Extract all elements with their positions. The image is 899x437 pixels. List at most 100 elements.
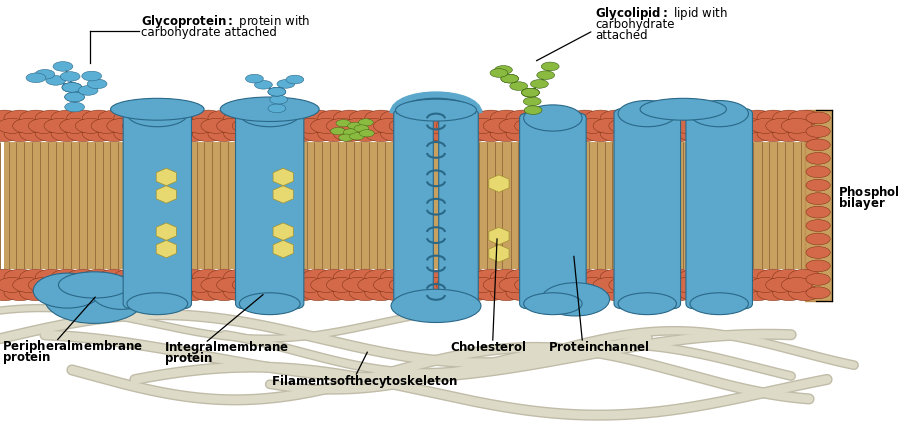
- Circle shape: [122, 277, 153, 292]
- Circle shape: [396, 110, 429, 126]
- Circle shape: [161, 126, 193, 142]
- Text: $\bf{bilayer}$: $\bf{bilayer}$: [838, 195, 886, 212]
- Circle shape: [192, 126, 225, 142]
- Circle shape: [640, 118, 671, 133]
- Circle shape: [255, 110, 288, 126]
- Circle shape: [0, 126, 21, 142]
- Circle shape: [59, 118, 91, 133]
- Circle shape: [13, 118, 43, 133]
- Circle shape: [161, 269, 193, 285]
- Circle shape: [349, 126, 381, 142]
- Circle shape: [757, 285, 789, 301]
- Circle shape: [65, 102, 85, 112]
- Circle shape: [806, 153, 831, 164]
- Bar: [805, 110, 832, 301]
- Circle shape: [176, 126, 209, 142]
- Circle shape: [788, 110, 821, 126]
- Circle shape: [490, 126, 522, 142]
- Circle shape: [710, 126, 743, 142]
- Circle shape: [255, 269, 288, 285]
- Text: $\bf{Integral membrane}$: $\bf{Integral membrane}$: [164, 339, 289, 356]
- Circle shape: [806, 139, 831, 151]
- Circle shape: [521, 285, 554, 301]
- Circle shape: [467, 277, 498, 292]
- Circle shape: [358, 277, 388, 292]
- Circle shape: [428, 126, 460, 142]
- Circle shape: [656, 277, 687, 292]
- Circle shape: [521, 126, 554, 142]
- Circle shape: [577, 118, 609, 133]
- Circle shape: [51, 110, 84, 126]
- Circle shape: [339, 134, 353, 141]
- Circle shape: [443, 126, 476, 142]
- Circle shape: [443, 285, 476, 301]
- Circle shape: [67, 126, 99, 142]
- Circle shape: [538, 285, 570, 301]
- Circle shape: [663, 285, 695, 301]
- Circle shape: [114, 285, 147, 301]
- Circle shape: [584, 285, 617, 301]
- Circle shape: [788, 285, 821, 301]
- Circle shape: [138, 277, 169, 292]
- Circle shape: [538, 269, 570, 285]
- Circle shape: [806, 220, 831, 232]
- Circle shape: [146, 110, 178, 126]
- Circle shape: [380, 110, 413, 126]
- Circle shape: [742, 126, 774, 142]
- Circle shape: [65, 92, 85, 102]
- Circle shape: [757, 110, 789, 126]
- Circle shape: [428, 269, 460, 285]
- Circle shape: [4, 269, 36, 285]
- Circle shape: [302, 126, 334, 142]
- Circle shape: [499, 277, 530, 292]
- Circle shape: [224, 269, 256, 285]
- Circle shape: [114, 269, 147, 285]
- FancyBboxPatch shape: [394, 110, 433, 307]
- Circle shape: [365, 285, 397, 301]
- Circle shape: [208, 126, 240, 142]
- Circle shape: [389, 118, 420, 133]
- Circle shape: [773, 269, 806, 285]
- Circle shape: [625, 277, 655, 292]
- Circle shape: [396, 269, 429, 285]
- Circle shape: [53, 62, 73, 71]
- Circle shape: [302, 269, 334, 285]
- Circle shape: [349, 110, 381, 126]
- Circle shape: [562, 277, 592, 292]
- Circle shape: [35, 269, 67, 285]
- Circle shape: [154, 118, 184, 133]
- Circle shape: [129, 110, 162, 126]
- Polygon shape: [273, 240, 293, 258]
- Circle shape: [59, 277, 91, 292]
- Circle shape: [710, 110, 743, 126]
- Circle shape: [694, 285, 726, 301]
- Circle shape: [295, 277, 325, 292]
- Circle shape: [396, 285, 429, 301]
- Circle shape: [232, 118, 263, 133]
- Circle shape: [718, 277, 750, 292]
- Circle shape: [129, 285, 162, 301]
- Circle shape: [546, 277, 577, 292]
- Circle shape: [224, 110, 256, 126]
- Circle shape: [98, 269, 130, 285]
- Circle shape: [268, 104, 286, 113]
- Circle shape: [176, 110, 209, 126]
- Circle shape: [280, 277, 310, 292]
- Circle shape: [467, 118, 498, 133]
- Circle shape: [317, 285, 350, 301]
- Circle shape: [484, 277, 514, 292]
- Ellipse shape: [45, 275, 144, 323]
- Circle shape: [530, 80, 548, 88]
- Text: $\bf{protein}$: $\bf{protein}$: [164, 350, 213, 367]
- Circle shape: [146, 126, 178, 142]
- Circle shape: [569, 110, 601, 126]
- Circle shape: [349, 269, 381, 285]
- Circle shape: [569, 126, 601, 142]
- Circle shape: [773, 285, 806, 301]
- Circle shape: [334, 110, 366, 126]
- Text: $\bf{Peripheral membrane}$: $\bf{Peripheral membrane}$: [2, 338, 143, 354]
- Circle shape: [0, 285, 21, 301]
- FancyBboxPatch shape: [520, 113, 586, 309]
- Circle shape: [625, 118, 655, 133]
- Circle shape: [67, 110, 99, 126]
